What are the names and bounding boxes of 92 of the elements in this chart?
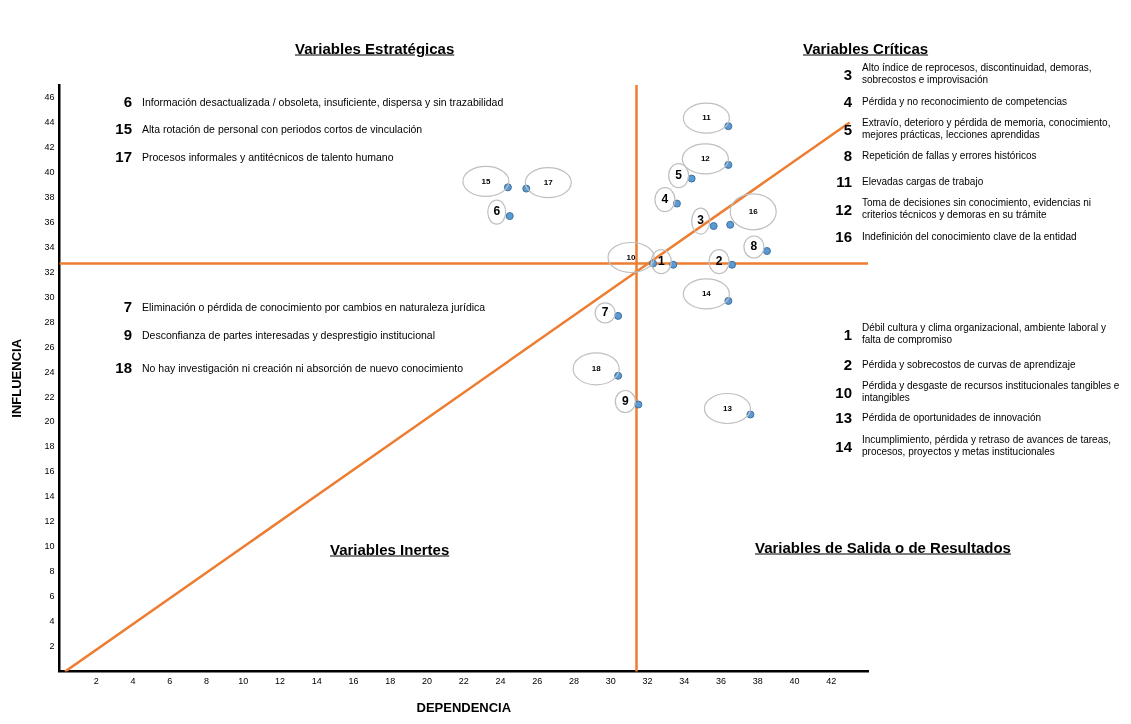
y-tick-label: 26 [44, 341, 55, 352]
annotation: 11 [702, 113, 712, 123]
point [614, 311, 623, 320]
point [687, 174, 696, 183]
x-tick-label: 24 [495, 676, 506, 687]
text: Variables Críticas [803, 39, 929, 57]
annotation: 17 [543, 177, 554, 187]
y-tick-label: 18 [44, 441, 55, 452]
point [709, 222, 718, 231]
x-tick-label: 28 [569, 676, 580, 687]
y-tick-label: 38 [44, 191, 55, 202]
x-tick-label: 2 [93, 676, 99, 687]
annotation: 7 [601, 305, 609, 320]
annotation: 17 Procesos informales y antitécnicos de talento humano [114, 147, 394, 165]
annotation: 2 Pérdida y sobrecostos de curvas de aprendizaje [842, 355, 1076, 373]
x-tick-label: 18 [385, 676, 396, 687]
annotation: 8 Repetición de fallas y errores históricos [842, 146, 1037, 164]
annotation: 9 Desconfianza de partes interesadas y desprestigio institucional [122, 325, 436, 343]
annotation: 14 Incumplimiento, pérdida y retraso de avances de tareas, procesos, proyectos y metas institucionales [834, 434, 1113, 458]
annotation: 3 [697, 213, 705, 228]
annotation: 15 Alta rotación de personal con periodos cortos de vinculación [114, 119, 423, 137]
annotation: 13 [722, 403, 733, 413]
x-tick-label: 12 [275, 676, 286, 687]
x-tick-label: 42 [826, 676, 837, 687]
x-tick-label: 10 [238, 676, 249, 687]
x-tick-label: 16 [348, 676, 359, 687]
y-tick-label: 34 [44, 241, 55, 252]
annotation: 12 [700, 154, 711, 164]
y-tick-label: 30 [44, 291, 55, 302]
x-tick-label: 22 [458, 676, 469, 687]
y-tick-label: 12 [44, 516, 55, 527]
y-tick-label: 40 [44, 166, 55, 177]
annotation: 12 Toma de decisiones sin conocimiento, evidencias ni criterios técnicos y demoras en su trámite [834, 197, 1092, 221]
annotation: Variables de Salida o de Resultados [755, 538, 1011, 556]
y-tick-label: 44 [44, 116, 55, 127]
y-tick-label: 16 [44, 466, 55, 477]
annotation: 18 [591, 364, 602, 374]
annotation: 6 [493, 204, 501, 219]
y-tick-label: 42 [44, 141, 55, 152]
x-tick-label: 26 [532, 676, 543, 687]
annotation: 7 Eliminación o pérdida de conocimiento por cambios en naturaleza jurídica [122, 297, 486, 315]
x-tick-label: 40 [789, 676, 800, 687]
y-tick-label: 10 [44, 541, 55, 552]
y-tick-label: 32 [44, 266, 55, 277]
point [762, 247, 771, 255]
point [726, 220, 735, 229]
y-tick-label: 6 [49, 591, 55, 602]
y-tick-label: 8 [49, 566, 55, 577]
x-tick-label: 8 [204, 676, 210, 687]
y-tick-label: 46 [44, 91, 55, 102]
annotation: 10 Pérdida y desgaste de recursos institucionales tangibles e intangibles [834, 380, 1121, 404]
annotation: 18 No hay investigación ni creación ni absorción de nuevo conocimiento [114, 358, 464, 376]
annotation: 16 [748, 206, 759, 216]
y-tick-label: 28 [44, 316, 55, 327]
x-tick-label: 38 [752, 676, 763, 687]
annotation: 14 [701, 289, 712, 299]
annotation: 5 Extravío, deterioro y pérdida de memoria, conocimiento, mejores prácticas, lecciones aprendidas [842, 117, 1112, 141]
annotation: 15 [481, 176, 491, 186]
annotation: 6 Información desactualizada / obsoleta, insuficiente, dispersa y sin trazabilidad [122, 92, 504, 110]
annotation: 16 Indefinición del conocimiento clave de la entidad [834, 227, 1077, 245]
x-tick-label: 20 [422, 676, 433, 687]
point [728, 260, 737, 269]
y-tick-label: 20 [44, 416, 55, 427]
annotation: 4 Pérdida y no reconocimiento de competencias [842, 92, 1068, 110]
x-tick-label: 6 [167, 676, 173, 687]
x-tick-label: 14 [311, 676, 322, 687]
y-axis-title: INFLUENCIA [9, 338, 25, 418]
point [634, 400, 643, 409]
x-tick-label: 32 [642, 676, 653, 687]
annotation: 9 [622, 393, 629, 408]
text: Variables Estratégicas [295, 39, 455, 57]
y-tick-label: 22 [44, 391, 55, 402]
annotation: 4 [661, 191, 669, 206]
x-axis-title: DEPENDENCIA [416, 699, 512, 715]
annotation: 1 Débil cultura y clima organizacional, ambiente laboral y falta de compromiso [842, 322, 1107, 346]
y-tick-label: 36 [44, 216, 55, 227]
x-tick-label: 36 [716, 676, 727, 687]
y-tick-label: 24 [44, 366, 55, 377]
point [505, 212, 514, 221]
y-tick-label: 14 [44, 491, 55, 502]
y-tick-label: 4 [49, 616, 55, 627]
annotation: 13 Pérdida de oportunidades de innovación [834, 408, 1042, 426]
annotation: 3 Alto índice de reprocesos, discontinuidad, demoras, sobrecostos e improvisación [842, 62, 1093, 86]
x-tick-label: 4 [130, 676, 136, 687]
annotation: 10 [626, 252, 637, 262]
annotation: Variables Inertes [330, 540, 450, 558]
x-tick-label: 34 [679, 676, 690, 687]
y-tick-label: 2 [49, 641, 55, 652]
annotation: 11 Elevadas cargas de trabajo [835, 172, 984, 190]
x-tick-label: 30 [605, 676, 616, 687]
annotation: 5 [675, 167, 683, 182]
annotation: 8 [750, 239, 758, 254]
